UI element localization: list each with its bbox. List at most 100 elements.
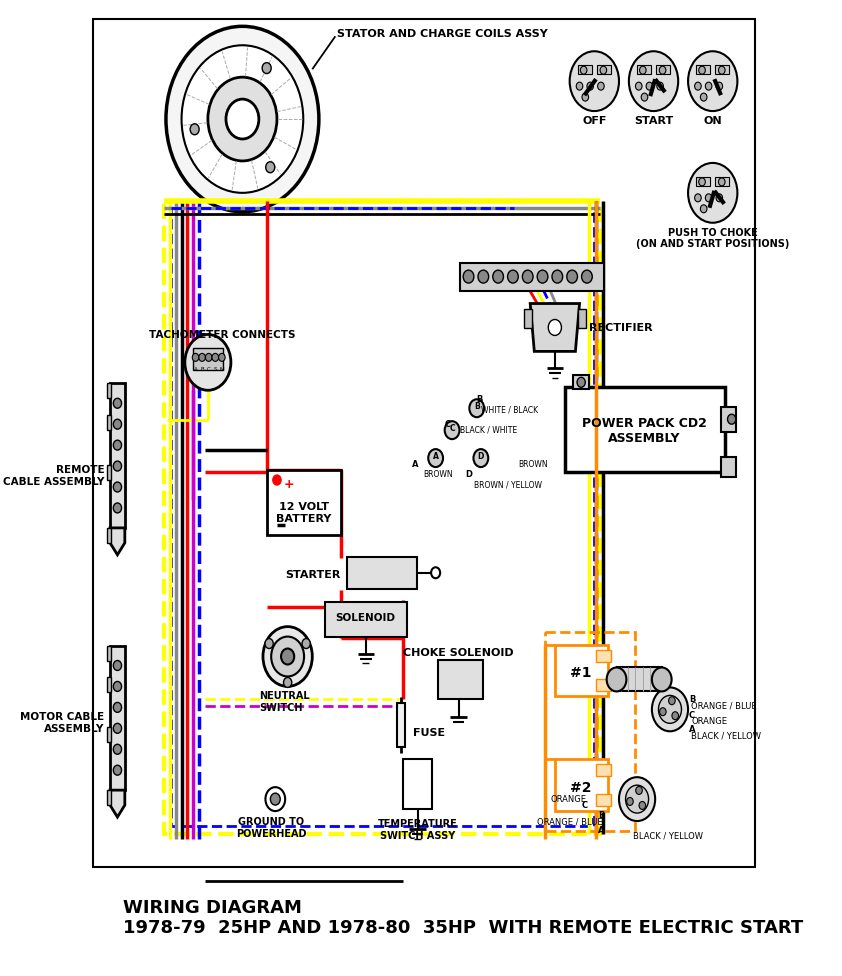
Circle shape [718, 178, 725, 185]
Circle shape [114, 461, 121, 471]
Circle shape [114, 765, 121, 775]
Text: ORANGE: ORANGE [550, 795, 586, 804]
Circle shape [600, 66, 607, 74]
Text: A: A [433, 452, 439, 461]
Text: A: A [598, 826, 605, 835]
Circle shape [212, 353, 219, 361]
Circle shape [701, 93, 707, 102]
Text: A: A [412, 460, 418, 469]
Bar [402, 759, 432, 809]
Text: B: B [476, 395, 482, 404]
Circle shape [640, 66, 646, 74]
Circle shape [607, 668, 626, 691]
Bar [555, 644, 608, 697]
Circle shape [473, 449, 488, 468]
Bar [596, 794, 610, 806]
Text: B: B [474, 402, 480, 411]
Text: ORANGE / BLUE: ORANGE / BLUE [691, 702, 757, 711]
Text: 12 VOLT
BATTERY: 12 VOLT BATTERY [276, 502, 332, 523]
Bar [715, 65, 729, 74]
Circle shape [266, 162, 274, 173]
Bar [107, 466, 111, 480]
Circle shape [182, 45, 303, 193]
Text: #1: #1 [570, 667, 592, 680]
Circle shape [652, 687, 688, 731]
Circle shape [570, 52, 619, 111]
Circle shape [114, 745, 121, 754]
Circle shape [226, 100, 258, 139]
Bar [573, 376, 589, 389]
Circle shape [263, 627, 312, 686]
Circle shape [469, 399, 484, 417]
Text: C: C [207, 367, 210, 373]
Bar [164, 201, 600, 834]
Text: TACHOMETER CONNECTS: TACHOMETER CONNECTS [150, 331, 296, 341]
Circle shape [508, 270, 519, 283]
Circle shape [190, 124, 200, 135]
Circle shape [262, 62, 271, 73]
Text: C: C [582, 801, 588, 810]
Circle shape [688, 52, 738, 111]
Circle shape [706, 82, 711, 90]
Circle shape [463, 270, 474, 283]
Text: C: C [450, 424, 455, 432]
Text: SOLENOID: SOLENOID [336, 613, 396, 623]
Polygon shape [110, 791, 125, 817]
Bar [110, 384, 125, 528]
Circle shape [706, 194, 711, 202]
Bar [107, 528, 111, 543]
Circle shape [493, 270, 504, 283]
Text: START: START [634, 116, 673, 126]
Circle shape [636, 82, 642, 90]
Circle shape [192, 353, 199, 361]
Circle shape [114, 681, 121, 691]
Polygon shape [110, 528, 125, 554]
Text: PUSH TO CHOKE
(ON AND START POSITIONS): PUSH TO CHOKE (ON AND START POSITIONS) [636, 227, 790, 249]
Bar [171, 208, 594, 826]
Circle shape [658, 696, 681, 723]
Circle shape [445, 422, 460, 439]
Circle shape [699, 66, 706, 74]
Circle shape [699, 178, 706, 185]
Text: #2: #2 [570, 781, 592, 795]
Circle shape [626, 797, 633, 805]
Circle shape [208, 77, 277, 161]
Bar [597, 65, 610, 74]
Circle shape [639, 801, 646, 809]
Circle shape [114, 703, 121, 712]
Text: OFF: OFF [582, 116, 606, 126]
Text: D: D [465, 470, 472, 479]
Bar [397, 704, 405, 748]
Text: ORANGE / BLUE: ORANGE / BLUE [537, 817, 603, 826]
Text: REMOTE
CABLE ASSEMBLY: REMOTE CABLE ASSEMBLY [3, 466, 104, 487]
Text: +: + [284, 478, 294, 491]
Bar [721, 457, 736, 477]
Circle shape [199, 353, 205, 361]
Text: STARTER: STARTER [285, 570, 340, 580]
Circle shape [205, 353, 212, 361]
Circle shape [548, 319, 562, 336]
Bar [616, 668, 662, 691]
Circle shape [114, 482, 121, 492]
Circle shape [716, 194, 722, 202]
Bar [93, 20, 754, 867]
Bar [325, 601, 407, 636]
Circle shape [629, 52, 678, 111]
Bar [596, 679, 610, 691]
Circle shape [582, 93, 589, 102]
Circle shape [429, 449, 443, 468]
Circle shape [114, 503, 121, 513]
Circle shape [265, 788, 285, 811]
Text: CHOKE SOLENOID: CHOKE SOLENOID [403, 647, 514, 658]
Bar [107, 677, 111, 692]
Bar [545, 631, 636, 831]
Circle shape [478, 270, 488, 283]
Circle shape [582, 270, 592, 283]
Text: RECTIFIER: RECTIFIER [589, 323, 653, 334]
Circle shape [273, 475, 281, 485]
Text: WHITE / BLACK: WHITE / BLACK [481, 405, 538, 414]
Text: BROWN: BROWN [518, 460, 547, 469]
Text: M: M [220, 367, 224, 373]
Bar [107, 645, 111, 661]
Circle shape [577, 378, 585, 387]
